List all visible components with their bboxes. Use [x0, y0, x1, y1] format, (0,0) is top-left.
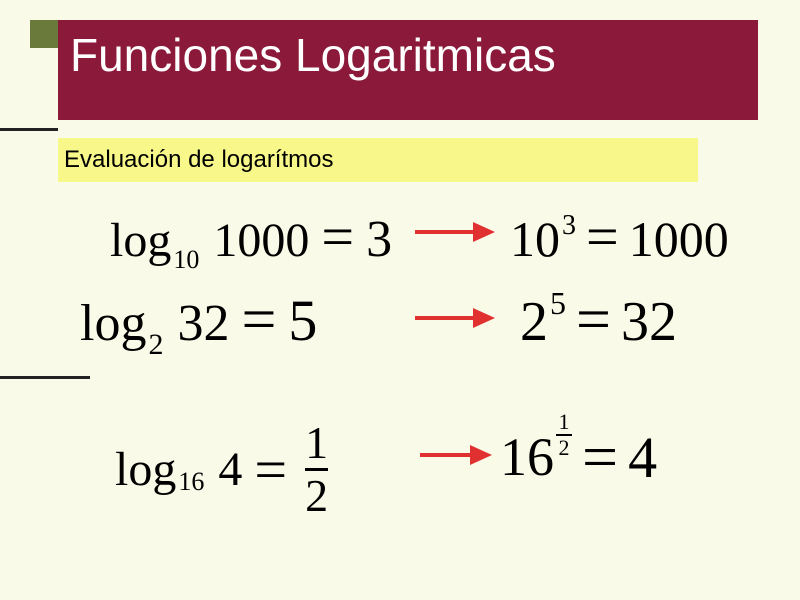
log-expression: log 10 1000 = 3: [110, 203, 392, 270]
subtitle: Evaluación de logarítmos: [64, 146, 333, 174]
subtitle-bar: Evaluación de logarítmos: [58, 138, 698, 182]
fraction: 1 2: [305, 420, 328, 519]
log-argument: 32: [177, 294, 229, 353]
arrow-icon: [420, 446, 490, 464]
exp-superscript: 3: [562, 210, 576, 242]
divider-line: [0, 128, 58, 131]
exp-result: 4: [628, 424, 657, 491]
exp-base: 16: [500, 426, 554, 488]
equals-sign: =: [254, 436, 287, 503]
log-argument: 4: [218, 442, 242, 497]
equation-row: log 16 4 = 1 2 16 1 2 = 4: [0, 380, 800, 510]
accent-square: [30, 20, 58, 48]
title-bar: Funciones Logaritmicas: [58, 20, 758, 120]
log-expression: log 16 4 = 1 2: [115, 420, 334, 519]
equals-sign: =: [586, 203, 619, 270]
exp-superscript: 5: [550, 285, 566, 322]
exp-result: 32: [621, 290, 677, 354]
log-word: log: [110, 213, 171, 268]
log-expression: log 2 32 = 5: [80, 285, 317, 356]
arrow-icon: [415, 309, 493, 327]
slide-title: Funciones Logaritmicas: [70, 28, 556, 82]
equation-row: log 2 32 = 5 2 5 = 32: [0, 275, 800, 365]
exp-base: 10: [510, 210, 560, 268]
fraction-numerator: 1: [305, 420, 328, 466]
equals-sign: =: [241, 285, 276, 356]
log-word: log: [115, 442, 176, 497]
log-word: log: [80, 294, 146, 353]
equals-sign: =: [321, 203, 354, 270]
log-base: 16: [178, 467, 204, 497]
exp-result: 1000: [629, 210, 729, 268]
exp-base: 2: [520, 290, 548, 354]
fraction-denominator: 2: [559, 437, 570, 459]
exp-superscript-fraction: 1 2: [556, 411, 572, 459]
equation-row: log 10 1000 = 3 10 3 = 1000: [0, 195, 800, 275]
arrow-icon: [415, 223, 493, 241]
equals-sign: =: [576, 285, 611, 356]
fraction-denominator: 2: [305, 473, 328, 519]
fraction-numerator: 1: [559, 411, 570, 433]
divider-line: [0, 376, 90, 379]
exponential-expression: 2 5 = 32: [520, 285, 677, 356]
log-value: 3: [366, 210, 392, 269]
exponential-expression: 16 1 2 = 4: [500, 420, 657, 494]
log-argument: 1000: [213, 213, 309, 268]
equals-sign: =: [582, 420, 618, 494]
exponential-expression: 10 3 = 1000: [510, 203, 729, 270]
log-base: 2: [148, 328, 163, 362]
log-value: 5: [288, 287, 317, 354]
log-base: 10: [173, 245, 199, 275]
